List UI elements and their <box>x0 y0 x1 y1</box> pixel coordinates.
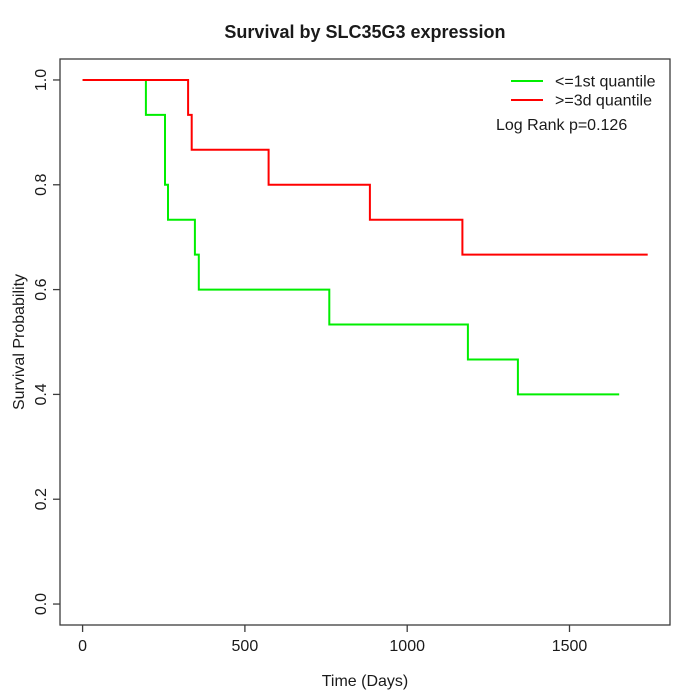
survival-curve <box>82 79 620 396</box>
y-tick-label: 0.0 <box>33 593 50 615</box>
y-tick-label: 0.2 <box>33 488 50 510</box>
curves-layer <box>82 79 648 396</box>
y-tick-label: 0.4 <box>33 383 50 405</box>
x-axis: 0 500 1000 1500 <box>78 625 587 655</box>
legend: <=1st quantile >=3d quantile Log Rank p=… <box>496 74 656 135</box>
x-axis-title: Time (Days) <box>322 673 409 690</box>
chart-title: Survival by SLC35G3 expression <box>224 22 505 42</box>
y-axis-title: Survival Probability <box>11 274 28 410</box>
y-axis: 0.0 0.2 0.4 0.6 0.8 1.0 <box>33 69 60 615</box>
y-tick-label: 1.0 <box>33 69 50 91</box>
x-tick-label: 1500 <box>552 638 588 655</box>
x-tick-label: 0 <box>78 638 87 655</box>
x-tick-label: 500 <box>232 638 259 655</box>
x-tick-label: 1000 <box>389 638 425 655</box>
y-tick-label: 0.8 <box>33 174 50 196</box>
plot-border <box>59 58 671 626</box>
y-tick-label: 0.6 <box>33 278 50 300</box>
legend-label-high-quantile: >=3d quantile <box>555 93 652 110</box>
log-rank-annotation: Log Rank p=0.126 <box>496 117 627 134</box>
survival-curve <box>82 79 648 256</box>
legend-label-low-quantile: <=1st quantile <box>555 74 656 91</box>
